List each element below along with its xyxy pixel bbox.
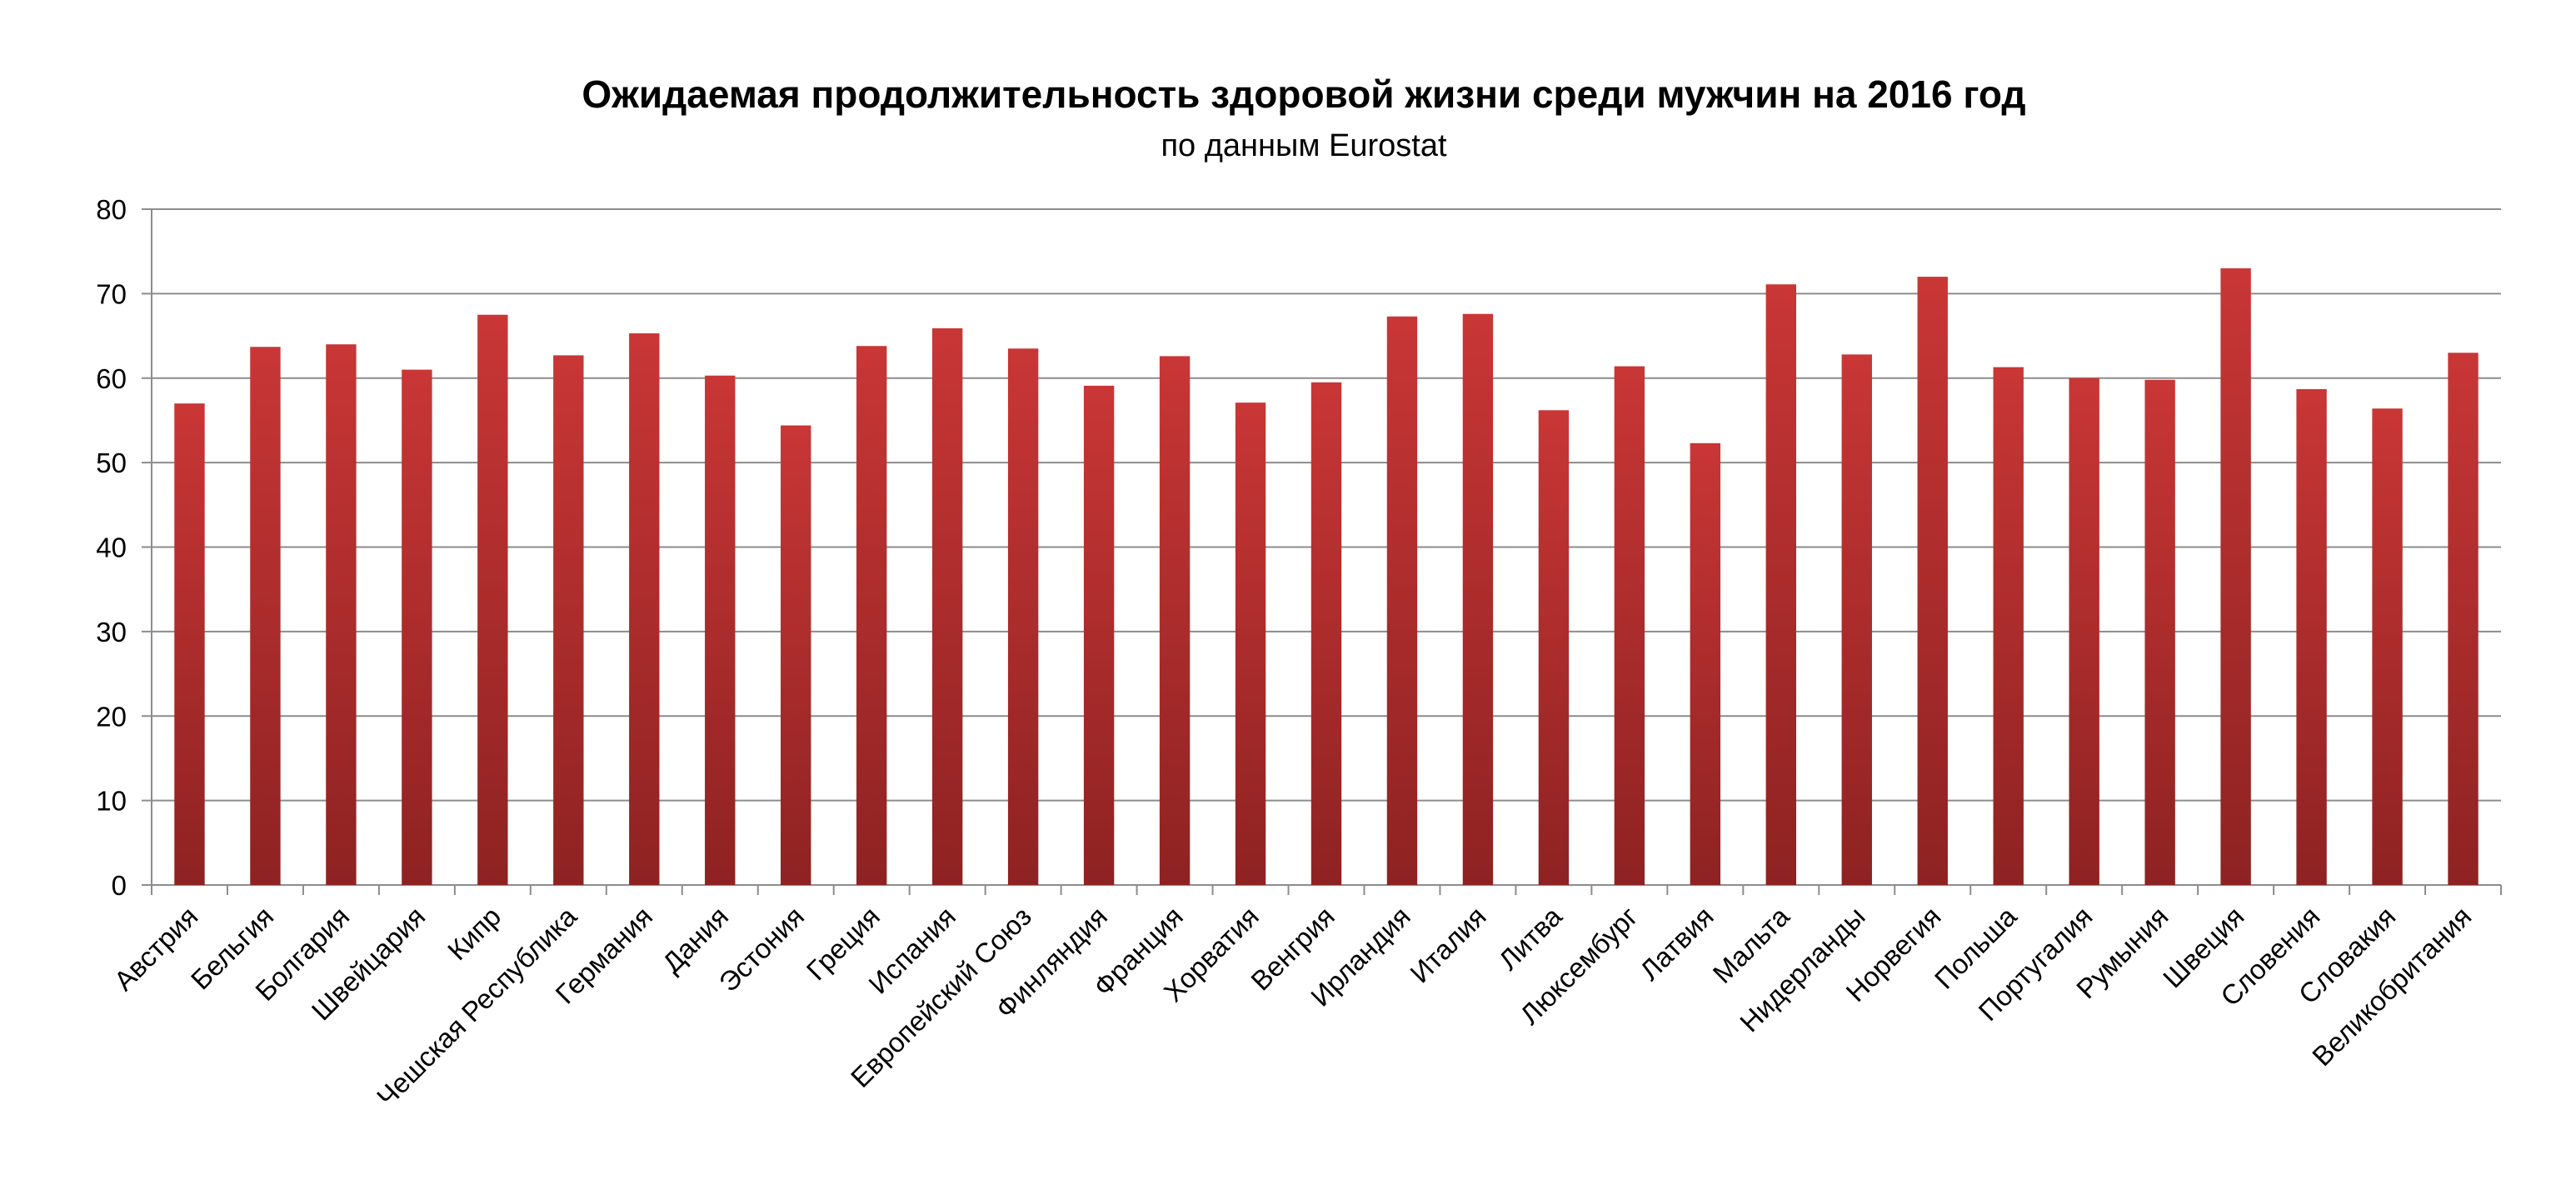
x-category-label: Кипр — [442, 901, 507, 966]
y-tick-label: 50 — [96, 448, 127, 478]
bar — [2372, 408, 2403, 885]
bar — [1538, 410, 1570, 886]
bar — [1007, 348, 1039, 885]
y-tick-label: 80 — [96, 194, 127, 225]
bar — [2220, 268, 2251, 885]
y-tick-label: 10 — [96, 786, 127, 817]
bars — [174, 268, 2479, 886]
chart-subtitle: по данным Eurostat — [1161, 128, 1447, 163]
bar — [1083, 385, 1115, 885]
bar — [781, 425, 811, 885]
x-category-label: Латвия — [1634, 901, 1720, 987]
y-tick-label: 70 — [96, 278, 127, 309]
bar — [2069, 378, 2099, 885]
x-category-label: Эстония — [713, 901, 811, 998]
y-tick-label: 30 — [96, 617, 127, 648]
bar — [1917, 277, 1948, 886]
y-axis-tick-labels: 0 10 20 30 40 50 60 70 80 — [96, 194, 127, 901]
bar — [477, 314, 508, 885]
bar — [2448, 352, 2479, 885]
bar — [326, 344, 357, 885]
bar — [856, 346, 887, 885]
bar — [553, 355, 584, 885]
bar — [629, 333, 660, 885]
y-tick-label: 20 — [96, 701, 127, 732]
bar — [1690, 442, 1721, 885]
bar — [250, 347, 281, 886]
x-category-label: Австрия — [108, 901, 204, 997]
y-tick-label: 0 — [112, 870, 127, 901]
bar — [174, 403, 205, 886]
chart-title: Ожидаемая продолжительность здоровой жиз… — [582, 72, 2026, 116]
bar — [1993, 367, 2024, 885]
bar — [705, 375, 736, 885]
bar — [1841, 354, 1872, 885]
x-category-label: Италия — [1404, 901, 1492, 989]
y-tick-label: 40 — [96, 532, 127, 563]
bar — [402, 369, 432, 885]
bar — [1614, 366, 1645, 885]
y-tick-label: 60 — [96, 363, 127, 394]
bar — [931, 328, 963, 886]
bar — [1765, 284, 1796, 885]
bar — [2144, 379, 2175, 886]
bar — [1159, 356, 1191, 886]
bar — [2296, 388, 2327, 886]
bar — [1310, 382, 1342, 886]
bar — [1386, 316, 1418, 886]
bar — [1235, 402, 1266, 885]
bar — [1462, 313, 1494, 886]
